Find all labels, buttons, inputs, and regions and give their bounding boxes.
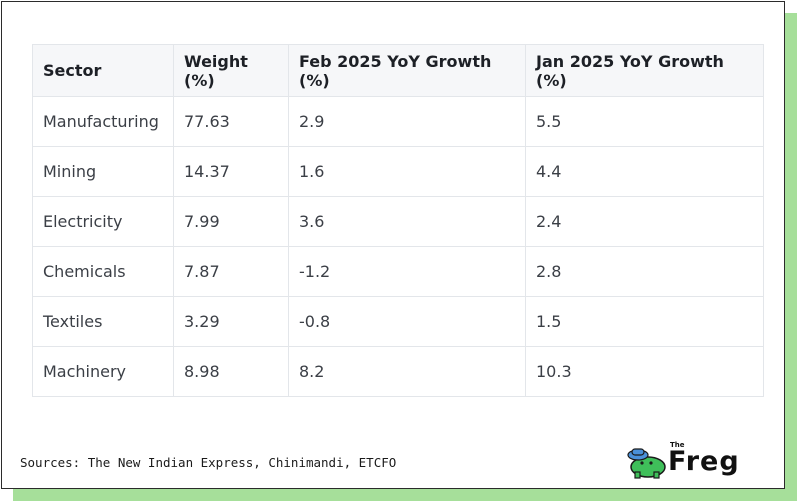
cell-jan-growth: 10.3	[525, 346, 764, 397]
cell-sector: Textiles	[32, 296, 174, 347]
table-header-row: Sector Weight (%) Feb 2025 YoY Growth (%…	[32, 44, 764, 97]
cell-sector: Machinery	[32, 346, 174, 397]
cell-feb-growth: -0.8	[288, 296, 526, 347]
cell-weight: 77.63	[173, 96, 289, 147]
cell-jan-growth: 2.8	[525, 246, 764, 297]
frog-mascot-icon	[627, 448, 666, 479]
cell-sector: Manufacturing	[32, 96, 174, 147]
table-row: Electricity 7.99 3.6 2.4	[32, 196, 764, 247]
cell-feb-growth: 8.2	[288, 346, 526, 397]
cell-weight: 7.99	[173, 196, 289, 247]
table-row: Mining 14.37 1.6 4.4	[32, 146, 764, 197]
source-note: Sources: The New Indian Express, Chinima…	[20, 455, 397, 470]
header-weight: Weight (%)	[173, 44, 289, 97]
cell-feb-growth: -1.2	[288, 246, 526, 297]
cell-weight: 3.29	[173, 296, 289, 347]
cell-sector: Electricity	[32, 196, 174, 247]
logo-wordmark: Freg	[668, 446, 740, 477]
sector-growth-table: Sector Weight (%) Feb 2025 YoY Growth (%…	[32, 44, 764, 397]
cell-jan-growth: 4.4	[525, 146, 764, 197]
header-jan-growth: Jan 2025 YoY Growth (%)	[525, 44, 764, 97]
cell-weight: 7.87	[173, 246, 289, 297]
cell-feb-growth: 3.6	[288, 196, 526, 247]
logo-small-text: The	[670, 441, 685, 449]
cell-jan-growth: 2.4	[525, 196, 764, 247]
table-row: Machinery 8.98 8.2 10.3	[32, 346, 764, 397]
cell-sector: Chemicals	[32, 246, 174, 297]
cell-feb-growth: 2.9	[288, 96, 526, 147]
cell-feb-growth: 1.6	[288, 146, 526, 197]
header-feb-growth: Feb 2025 YoY Growth (%)	[288, 44, 526, 97]
table-row: Manufacturing 77.63 2.9 5.5	[32, 96, 764, 147]
table-row: Chemicals 7.87 -1.2 2.8	[32, 246, 764, 297]
header-sector: Sector	[32, 44, 174, 97]
cell-sector: Mining	[32, 146, 174, 197]
cell-weight: 8.98	[173, 346, 289, 397]
cell-jan-growth: 1.5	[525, 296, 764, 347]
table-row: Textiles 3.29 -0.8 1.5	[32, 296, 764, 347]
cell-jan-growth: 5.5	[525, 96, 764, 147]
brand-logo: The Freg	[626, 441, 768, 479]
cell-weight: 14.37	[173, 146, 289, 197]
